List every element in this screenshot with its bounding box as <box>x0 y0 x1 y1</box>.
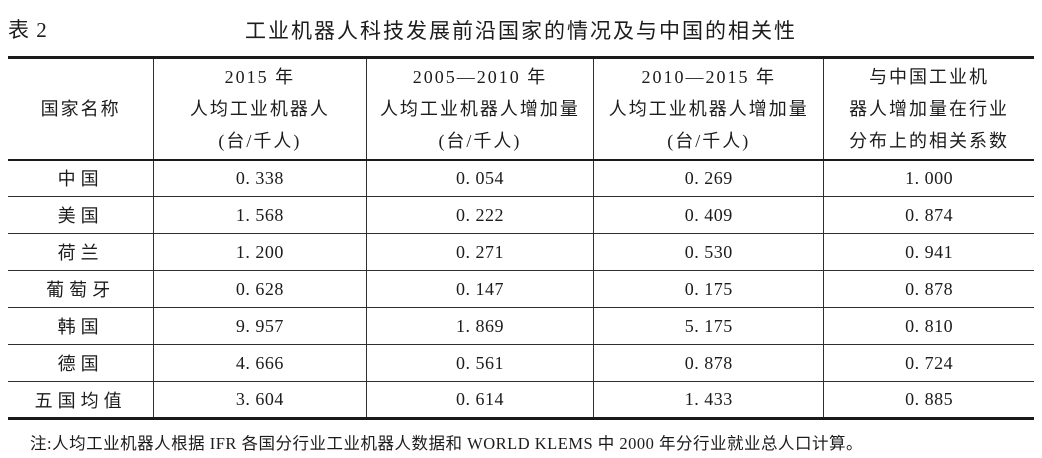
value-cell: 0. 941 <box>823 233 1034 271</box>
table-number-label: 表 2 <box>8 18 48 42</box>
value-cell: 0. 614 <box>366 381 595 419</box>
table-row-portugal: 葡萄牙 0. 628 0. 147 0. 175 0. 878 <box>8 270 1034 308</box>
column-header-line: 器人增加量在行业 <box>849 98 1010 119</box>
table-row-netherlands: 荷兰 1. 200 0. 271 0. 530 0. 941 <box>8 233 1034 271</box>
value-cell: 0. 874 <box>823 196 1034 234</box>
table-row-germany: 德国 4. 666 0. 561 0. 878 0. 724 <box>8 344 1034 382</box>
value-cell: 1. 433 <box>593 381 825 419</box>
table-row-korea: 韩国 9. 957 1. 869 5. 175 0. 810 <box>8 307 1034 345</box>
value-cell: 0. 724 <box>823 344 1034 382</box>
table-header: 国家名称 2015 年 人均工业机器人 (台/千人) 2005—2010 年 人… <box>8 57 1034 161</box>
column-header-line: 人均工业机器人增加量 <box>608 98 809 119</box>
value-cell: 3. 604 <box>153 381 367 419</box>
value-cell: 0. 054 <box>366 159 595 197</box>
country-cell: 荷兰 <box>8 233 155 271</box>
value-cell: 0. 338 <box>153 159 367 197</box>
table-row-usa: 美国 1. 568 0. 222 0. 409 0. 874 <box>8 196 1034 234</box>
value-cell: 9. 957 <box>153 307 367 345</box>
column-header-line: 人均工业机器人 <box>189 98 330 119</box>
column-header-line: 2015 年 <box>224 66 296 87</box>
table-footnote: 注:人均工业机器人根据 IFR 各国分行业工业机器人数据和 WORLD KLEM… <box>30 434 864 453</box>
value-cell: 0. 878 <box>823 270 1034 308</box>
table-caption: 表 2 工业机器人科技发展前沿国家的情况及与中国的相关性 <box>8 8 1034 50</box>
value-cell: 0. 561 <box>366 344 595 382</box>
industrial-robot-table: 国家名称 2015 年 人均工业机器人 (台/千人) 2005—2010 年 人… <box>8 56 1034 420</box>
value-cell: 5. 175 <box>593 307 825 345</box>
column-header-2010-2015-delta: 2010—2015 年 人均工业机器人增加量 (台/千人) <box>593 57 825 161</box>
country-cell: 中国 <box>8 159 155 197</box>
table-row-china: 中国 0. 338 0. 054 0. 269 1. 000 <box>8 159 1034 197</box>
value-cell: 0. 271 <box>366 233 595 271</box>
value-cell: 4. 666 <box>153 344 367 382</box>
value-cell: 0. 628 <box>153 270 367 308</box>
column-header-line: 2010—2015 年 <box>641 66 776 87</box>
value-cell: 0. 269 <box>593 159 825 197</box>
value-cell: 0. 878 <box>593 344 825 382</box>
column-header-line: (台/千人) <box>667 130 751 151</box>
country-cell: 五国均值 <box>8 381 155 419</box>
column-header-line: (台/千人) <box>218 130 302 151</box>
column-header-2005-2010-delta: 2005—2010 年 人均工业机器人增加量 (台/千人) <box>366 57 595 161</box>
column-header-line: 2005—2010 年 <box>412 66 548 87</box>
value-cell: 1. 869 <box>366 307 595 345</box>
column-header-line: 人均工业机器人增加量 <box>379 98 580 119</box>
value-cell: 1. 200 <box>153 233 367 271</box>
column-header-2015-stock: 2015 年 人均工业机器人 (台/千人) <box>153 57 367 161</box>
value-cell: 0. 175 <box>593 270 825 308</box>
value-cell: 0. 530 <box>593 233 825 271</box>
value-cell: 0. 147 <box>366 270 595 308</box>
column-header-line: (台/千人) <box>438 130 522 151</box>
country-cell: 葡萄牙 <box>8 270 155 308</box>
value-cell: 1. 000 <box>905 167 954 188</box>
column-header-line: 分布上的相关系数 <box>849 130 1010 151</box>
column-header-line: 国家名称 <box>40 98 121 119</box>
table-row-five-country-mean: 五国均值 3. 604 0. 614 1. 433 0. 885 <box>8 381 1034 419</box>
value-cell: 0. 810 <box>823 307 1034 345</box>
country-cell: 德国 <box>8 344 155 382</box>
column-header-country: 国家名称 <box>8 57 155 161</box>
value-cell: 1. 568 <box>153 196 367 234</box>
header-row: 国家名称 2015 年 人均工业机器人 (台/千人) 2005—2010 年 人… <box>8 57 1034 161</box>
column-header-correlation: 与中国工业机 器人增加量在行业 分布上的相关系数 <box>823 57 1034 161</box>
value-cell: 0. 409 <box>593 196 825 234</box>
value-cell: 0. 885 <box>823 381 1034 419</box>
country-cell: 美国 <box>8 196 155 234</box>
value-cell: 0. 222 <box>366 196 595 234</box>
column-header-line: 与中国工业机 <box>869 66 990 87</box>
country-cell: 韩国 <box>8 307 155 345</box>
table-title: 工业机器人科技发展前沿国家的情况及与中国的相关性 <box>245 19 797 43</box>
table-body: 中国 0. 338 0. 054 0. 269 1. 000 美国 1. 568… <box>8 159 1034 419</box>
